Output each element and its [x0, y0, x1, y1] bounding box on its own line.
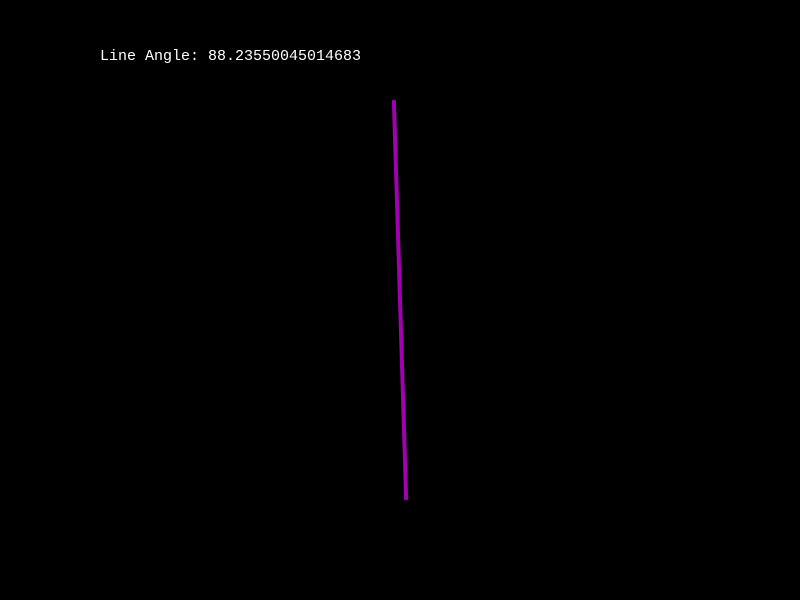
- angled-line: [391, 100, 409, 500]
- line-angle-readout: Line Angle: 88.23550045014683: [100, 48, 362, 65]
